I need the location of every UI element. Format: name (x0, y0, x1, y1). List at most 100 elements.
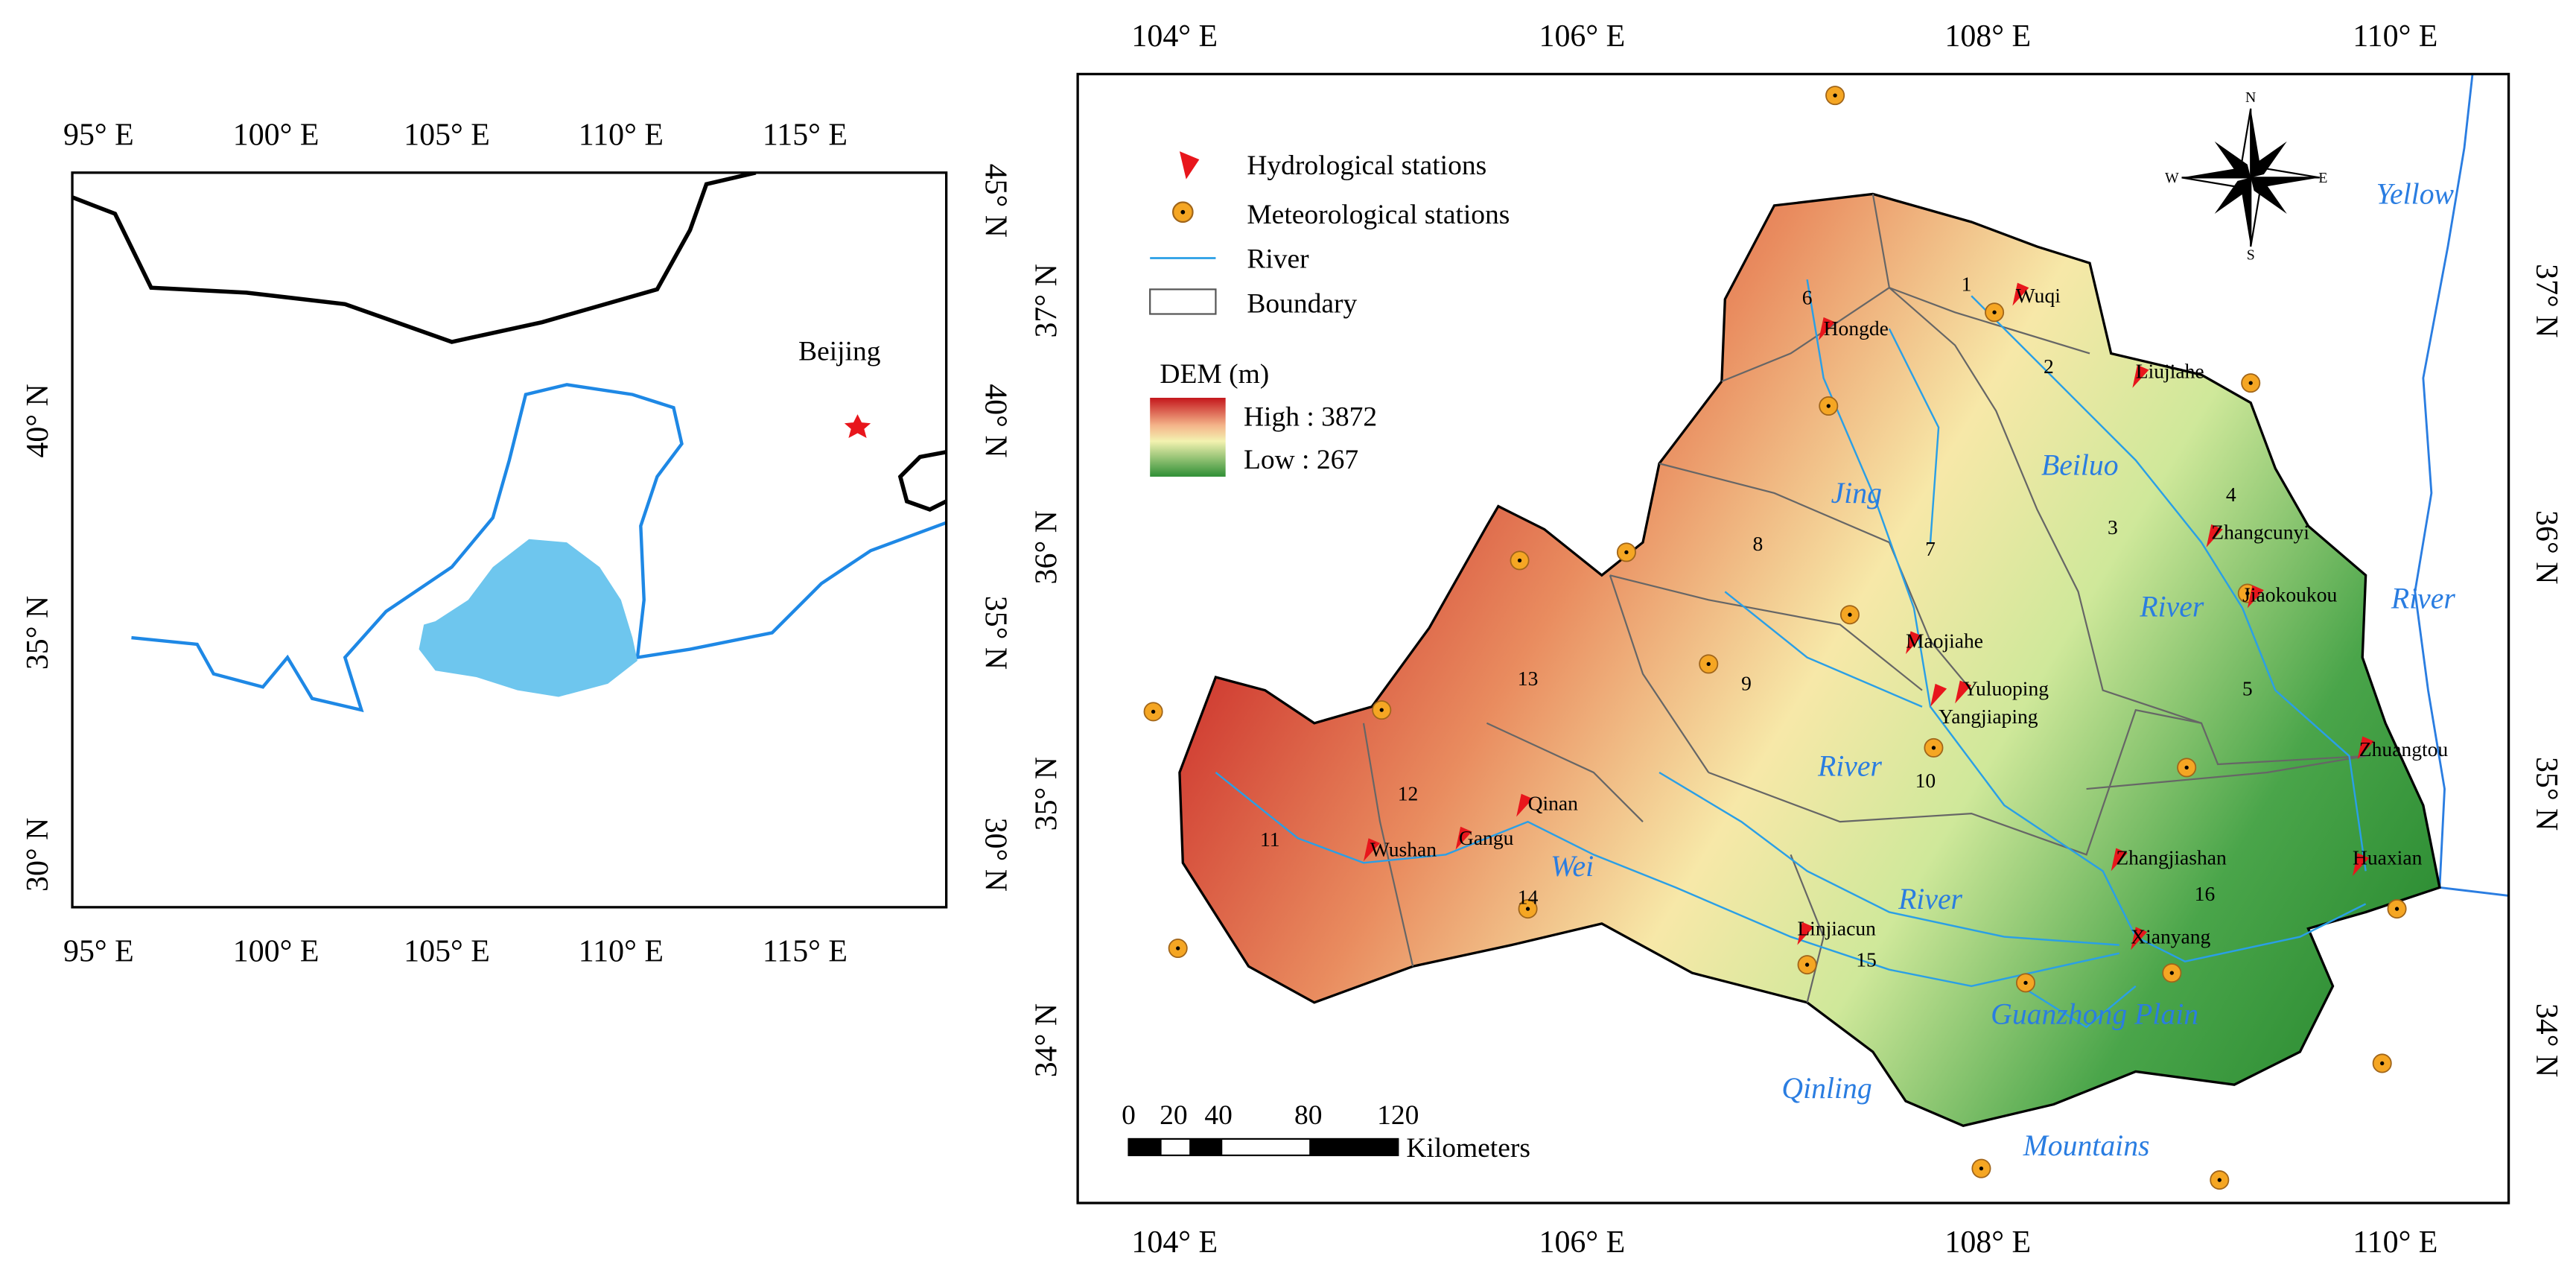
subbasin-number: 1 (1962, 273, 1972, 296)
meteorological-station-dot (1992, 310, 1997, 314)
meteorological-station-dot (1176, 946, 1180, 951)
legend-label: Hydrological stations (1247, 150, 1486, 181)
dem-low: Low : 267 (1244, 445, 1358, 475)
meteorological-station-dot (2217, 1178, 2222, 1182)
station-label: Xianyang (2131, 924, 2210, 948)
legend-label: Boundary (1247, 288, 1357, 319)
lon-label: 110° E (579, 935, 664, 969)
station-label: Linjiacun (1797, 916, 1876, 939)
meteorological-station-dot (2169, 971, 2174, 975)
hydrological-station (2206, 524, 2223, 548)
scale-bar (1128, 1137, 1399, 1157)
lon-label: 106° E (1539, 19, 1626, 54)
hydrological-station (2111, 848, 2128, 872)
scale-label: 80 (1294, 1100, 1323, 1131)
meteorological-station-dot (2023, 980, 2028, 985)
hydrological-station (2131, 927, 2148, 951)
coastline (897, 450, 947, 513)
hydrological-station (2012, 282, 2029, 306)
place-label: Beijing (798, 336, 881, 366)
beijing-marker (844, 414, 871, 439)
meteorological-station-dot (1931, 746, 1936, 750)
lon-label: 115° E (763, 118, 847, 152)
scale-label: 20 (1160, 1100, 1188, 1131)
river-label: Qinling (1781, 1072, 1871, 1105)
hydrological-station (1797, 921, 1814, 945)
compass-letter: N (2245, 89, 2256, 106)
station-label: Jiaokoukou (2242, 583, 2337, 606)
river-label: Yellow (2376, 178, 2455, 211)
meteorological-station-dot (1151, 709, 1156, 714)
main-frame (1076, 72, 2510, 1205)
lon-label: 104° E (1131, 1225, 1218, 1260)
lon-label: 105° E (404, 935, 490, 969)
dem-ramp (1150, 398, 1226, 477)
hydrological-station (1905, 631, 1923, 655)
station-label: Yangjiaping (1939, 705, 2038, 728)
lat-label: 35° N (1029, 757, 1063, 831)
lat-label: 34° N (2529, 1003, 2563, 1077)
lon-label: 95° E (63, 118, 134, 152)
subbasin-number: 2 (2044, 355, 2054, 378)
inset-map (72, 172, 947, 713)
main-map (1178, 74, 2509, 1128)
lon-label: 110° E (2353, 1225, 2437, 1260)
lat-label: 30° N (979, 818, 1013, 892)
meteorological-station-dot (1979, 1166, 1984, 1171)
lon-label: 115° E (763, 935, 847, 969)
meteorological-station-dot (1848, 612, 1852, 617)
meteorological-station-dot (2248, 381, 2253, 385)
river-label: Jing (1831, 477, 1882, 510)
meteorological-station-dot (2245, 591, 2250, 596)
compass-letter: W (2165, 170, 2179, 186)
river-label: River (1898, 883, 1962, 916)
subbasin-number: 8 (1753, 532, 1764, 555)
legend-boundary-icon (1149, 288, 1217, 315)
river-label: River (1817, 749, 1882, 782)
station-label: Wuqi (2016, 284, 2061, 307)
subbasin-number: 6 (1802, 285, 1813, 308)
subbasin-number: 9 (1741, 672, 1752, 695)
subbasin-number: 10 (1915, 769, 1936, 792)
hydrological-station (1955, 680, 1972, 704)
lat-label: 35° N (2529, 757, 2563, 831)
river-label: Mountains (2023, 1129, 2150, 1162)
lat-label: 36° N (2529, 510, 2563, 584)
hydrological-station (2357, 736, 2374, 760)
meteorological-station-dot (1706, 661, 1711, 667)
station-label: Qinan (1528, 792, 1579, 815)
legend-hydro-icon (1179, 151, 1200, 180)
lon-label: 106° E (1539, 1225, 1626, 1260)
lon-label: 100° E (233, 118, 319, 152)
meteorological-station-dot (1804, 962, 1810, 967)
meteorological-station-dot (1525, 907, 1530, 911)
hydrological-station (2247, 585, 2264, 609)
lat-label: 30° N (21, 818, 55, 892)
subbasin-number: 16 (2195, 882, 2216, 905)
meteorological-station-dot (1833, 93, 1837, 98)
subbasin-number: 14 (1518, 885, 1539, 908)
basin (419, 539, 637, 697)
station-label: Yuluoping (1963, 676, 2049, 699)
lat-label: 35° N (21, 596, 55, 670)
subbasin-number: 7 (1925, 537, 1936, 560)
hydrological-station (1516, 793, 1533, 817)
lon-label: 108° E (1944, 19, 2031, 54)
lat-label: 36° N (1029, 510, 1063, 584)
rivers (1215, 279, 2367, 1029)
river-label: Wei (1551, 850, 1594, 883)
meteorological-station-dot (2394, 907, 2400, 911)
scale-label: 120 (1377, 1100, 1419, 1131)
station-label: Zhangcunyi (2211, 521, 2309, 544)
hydrological-station (1363, 838, 1381, 862)
lat-label: 35° N (979, 596, 1013, 670)
subbasin-number: 3 (2108, 515, 2118, 539)
lat-label: 37° N (2529, 264, 2563, 337)
lat-label: 37° N (1029, 264, 1063, 337)
lon-label: 108° E (1944, 1225, 2031, 1260)
lon-label: 110° E (579, 118, 664, 152)
station-label: Gangu (1459, 826, 1514, 849)
station-label: Wushan (1370, 837, 1437, 860)
